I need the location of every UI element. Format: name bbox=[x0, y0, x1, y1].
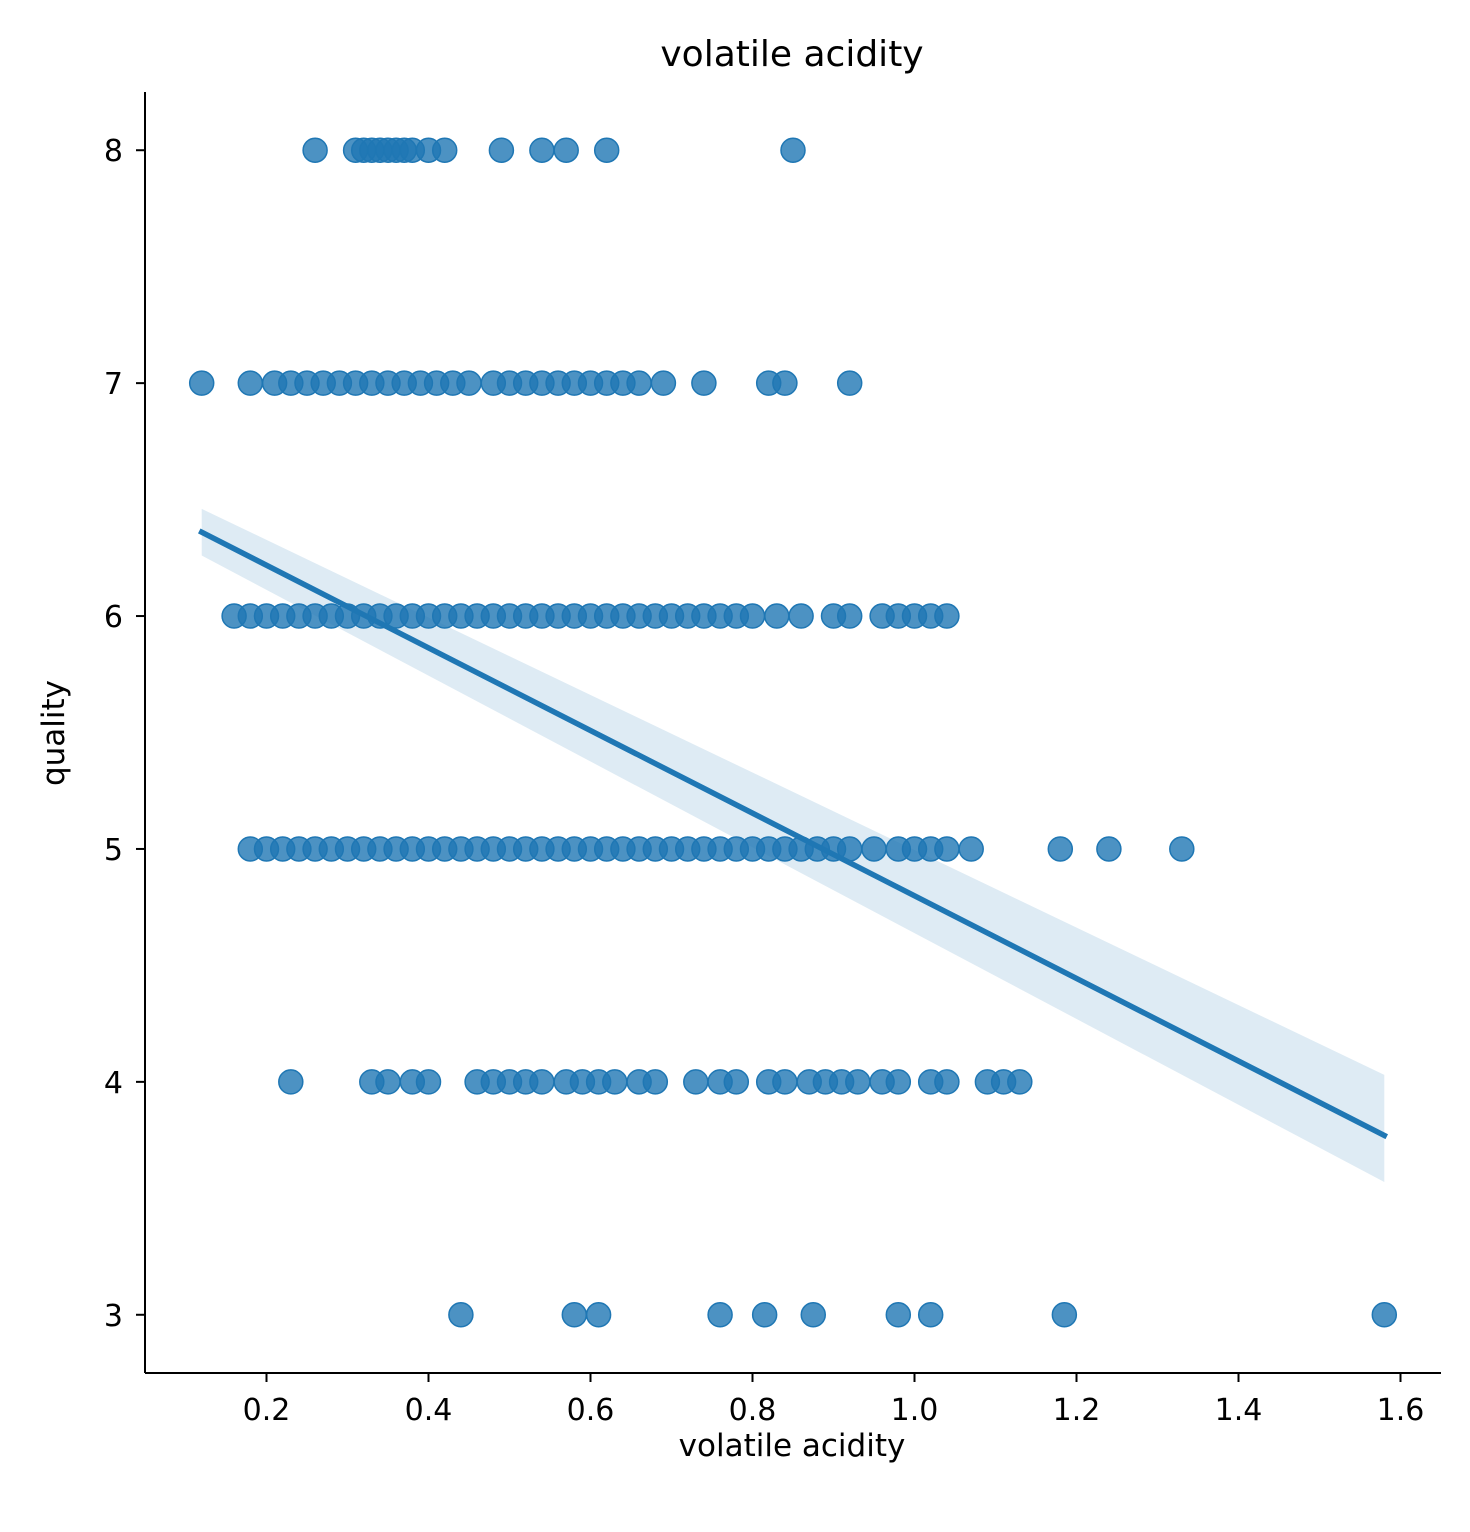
scatter-point bbox=[934, 603, 960, 629]
scatter-point bbox=[456, 370, 482, 396]
scatter-point bbox=[642, 1069, 669, 1095]
regression-line bbox=[198, 528, 1388, 1140]
scatter-point bbox=[1169, 836, 1195, 862]
scatter-point bbox=[553, 137, 579, 163]
scatter-point bbox=[188, 370, 215, 396]
scatter-point bbox=[780, 137, 806, 163]
scatter-point bbox=[415, 1069, 442, 1095]
scatter-point bbox=[723, 1069, 750, 1095]
scatter-point bbox=[237, 370, 264, 396]
scatter-point bbox=[529, 1069, 555, 1095]
scatter-point bbox=[845, 1069, 871, 1095]
scatter-point bbox=[375, 1069, 401, 1095]
chart-title: volatile acidity bbox=[660, 34, 923, 75]
regression-line-layer bbox=[198, 528, 1388, 1140]
x-tick-label: 1.2 bbox=[1053, 1393, 1101, 1428]
scatter-point bbox=[885, 1069, 912, 1095]
scatter-point bbox=[1007, 1069, 1033, 1095]
y-tick-label: 6 bbox=[104, 600, 123, 635]
x-tick-label: 0.6 bbox=[567, 1393, 615, 1428]
scatter-points-layer bbox=[188, 137, 1398, 1328]
x-tick-label: 1.4 bbox=[1215, 1393, 1263, 1428]
scatter-point bbox=[1051, 1302, 1078, 1328]
scatter-point bbox=[683, 1069, 709, 1095]
x-axis-label: volatile acidity bbox=[679, 1428, 906, 1464]
x-tick-label: 0.2 bbox=[243, 1393, 291, 1428]
y-axis-ticks: 3 4 5 6 7 8 bbox=[104, 134, 145, 1334]
scatter-point bbox=[917, 1302, 944, 1328]
scatter-point bbox=[836, 370, 863, 396]
scatter-point bbox=[1371, 1302, 1398, 1328]
scatter-point bbox=[602, 1069, 628, 1095]
scatter-point bbox=[861, 836, 887, 862]
scatter-point bbox=[788, 603, 814, 629]
scatter-point bbox=[448, 1302, 474, 1328]
x-tick-label: 1.6 bbox=[1377, 1393, 1425, 1428]
scatter-point bbox=[934, 836, 960, 862]
scatter-point bbox=[739, 603, 766, 629]
y-tick-label: 3 bbox=[104, 1299, 123, 1334]
scatter-point bbox=[772, 1069, 798, 1095]
scatter-point bbox=[958, 836, 984, 862]
scatter-point bbox=[585, 1302, 612, 1328]
scatter-point bbox=[488, 137, 515, 163]
scatter-point bbox=[1096, 836, 1122, 862]
x-tick-label: 0.8 bbox=[729, 1393, 777, 1428]
scatter-point bbox=[885, 1302, 912, 1328]
scatter-point bbox=[593, 137, 620, 163]
scatter-point bbox=[934, 1069, 960, 1095]
x-axis-ticks: 0.2 0.4 0.6 0.8 1.0 1.2 1.4 1.6 bbox=[243, 1373, 1425, 1428]
x-tick-label: 1.0 bbox=[891, 1393, 939, 1428]
scatter-point bbox=[707, 1302, 733, 1328]
y-axis-label: quality bbox=[36, 680, 72, 786]
scatter-point bbox=[764, 603, 790, 629]
scatter-point bbox=[626, 370, 652, 396]
y-tick-label: 7 bbox=[104, 367, 123, 402]
scatter-point bbox=[278, 1069, 304, 1095]
scatter-point bbox=[302, 137, 328, 163]
scatter-point bbox=[650, 370, 677, 396]
scatter-point bbox=[800, 1302, 826, 1328]
scatter-point bbox=[691, 370, 717, 396]
scatter-point bbox=[1047, 836, 1074, 862]
scatter-point bbox=[431, 137, 458, 163]
y-tick-label: 5 bbox=[104, 833, 123, 868]
scatter-point bbox=[772, 370, 798, 396]
scatter-point bbox=[529, 137, 555, 163]
x-tick-label: 0.4 bbox=[405, 1393, 453, 1428]
y-tick-label: 4 bbox=[104, 1066, 123, 1101]
scatter-point bbox=[836, 603, 863, 629]
scatter-point bbox=[751, 1302, 778, 1328]
scatter-point bbox=[561, 1302, 588, 1328]
y-tick-label: 8 bbox=[104, 134, 123, 169]
